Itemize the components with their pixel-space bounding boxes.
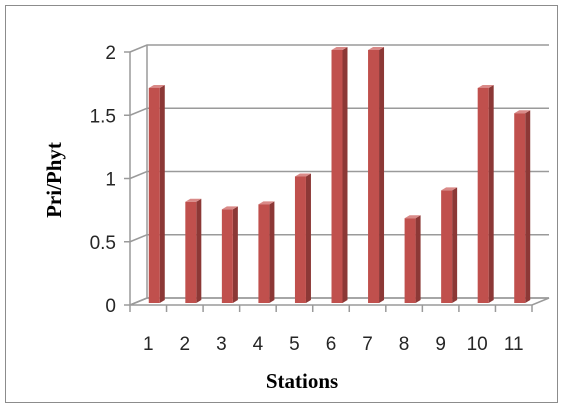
x-tick-label: 1 <box>143 334 154 355</box>
x-tick-label: 7 <box>362 334 373 355</box>
bar <box>477 84 494 303</box>
x-tick-label: 5 <box>289 334 300 355</box>
bar <box>404 215 421 303</box>
bar-side <box>379 47 385 303</box>
bar <box>514 110 531 303</box>
chart-frame <box>5 5 558 403</box>
bar-side <box>415 215 421 303</box>
y-tick-label: 1 <box>105 170 116 191</box>
bar-front <box>368 50 380 303</box>
y-tick-label: 1.5 <box>90 106 116 127</box>
x-tick-label: 4 <box>253 334 264 355</box>
bar-side <box>232 206 238 303</box>
bar <box>148 84 165 303</box>
bar-front <box>148 87 160 303</box>
x-tick-labels: 1 2 3 4 5 6 7 8 9 10 11 <box>129 305 533 355</box>
y-axis-title: Pri/Phyt <box>42 142 66 218</box>
bar-top <box>441 187 458 191</box>
gridline <box>129 44 549 53</box>
x-tick-label: 3 <box>216 334 227 355</box>
bar <box>441 187 458 303</box>
x-tick-label: 11 <box>504 334 524 355</box>
gridline <box>129 170 549 180</box>
bar <box>294 173 311 303</box>
bar <box>221 206 238 303</box>
bar-side <box>342 47 348 303</box>
bar-side <box>159 84 165 303</box>
x-tick-label: 10 <box>467 334 488 355</box>
gridline <box>129 107 549 116</box>
bar-top <box>294 173 311 177</box>
bar-top <box>185 198 202 202</box>
bar-top <box>148 84 165 88</box>
x-axis-title: Stations <box>266 369 338 393</box>
bar-top <box>331 47 348 50</box>
bar-front <box>441 190 453 303</box>
x-tick-label: 8 <box>399 334 410 355</box>
bar-front <box>294 176 306 303</box>
bars <box>148 47 531 303</box>
x-tick-label: 6 <box>326 334 337 355</box>
bar-front <box>477 87 489 303</box>
bar <box>185 198 202 303</box>
bar-top <box>404 215 421 219</box>
bar-side <box>196 198 202 303</box>
bar-side <box>525 110 531 303</box>
bar-side <box>305 173 311 303</box>
y-tick-label: 0 <box>105 296 116 317</box>
bar-front <box>331 50 343 303</box>
bar-front <box>514 113 526 303</box>
y-tick-label: 2 <box>105 43 116 64</box>
bar-side <box>488 84 494 303</box>
bar-front <box>221 209 233 303</box>
x-tick-label: 9 <box>435 334 446 355</box>
bar-front <box>404 218 416 303</box>
bar-front <box>258 204 270 303</box>
y-tick-label: 0.5 <box>90 233 116 254</box>
bar-top <box>221 206 238 210</box>
bar <box>258 201 275 303</box>
bar-front <box>185 201 197 303</box>
bar-top <box>514 110 531 114</box>
bar-top <box>368 47 385 50</box>
bar <box>368 47 385 303</box>
y-tick-labels: 0 0.5 1 1.5 2 <box>90 43 116 317</box>
bar-top <box>258 201 275 205</box>
bar-side <box>269 201 275 303</box>
bar-side <box>452 187 458 303</box>
bar-top <box>477 84 494 88</box>
bar <box>331 47 348 303</box>
x-tick-label: 2 <box>180 334 191 355</box>
